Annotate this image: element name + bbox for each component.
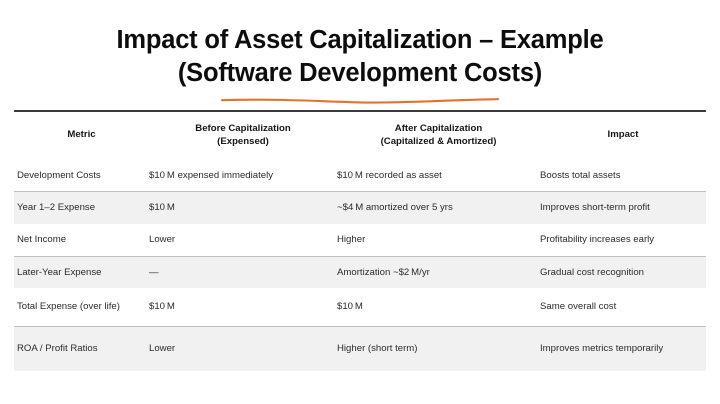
table-body: Development Costs $10 M expensed immedia… <box>14 160 706 371</box>
column-header-before-main: Before Capitalization <box>195 123 291 134</box>
cell-metric: Later-Year Expense <box>14 255 149 289</box>
cell-metric: Development Costs <box>17 169 101 181</box>
column-header-metric-main: Metric <box>67 129 96 141</box>
cell-before: $10 M <box>149 191 337 225</box>
cell-impact: Boosts total assets <box>540 169 621 181</box>
cell-after: Higher <box>337 234 366 246</box>
column-header-after-sub: (Capitalized & Amortized) <box>380 135 497 147</box>
table-row: ROA / Profit Ratios Lower Higher (short … <box>14 325 706 371</box>
column-header-before-sub: (Expensed) <box>217 135 269 147</box>
cell-impact: Gradual cost recognition <box>540 255 706 289</box>
cell-before: Lower <box>149 234 176 246</box>
cell-after: Higher (short term) <box>337 325 540 371</box>
cell-before: — <box>149 255 337 289</box>
cell-metric: Net Income <box>17 234 67 246</box>
cell-metric: Year 1–2 Expense <box>14 191 149 225</box>
comparison-table-wrapper: Metric Before Capitalization (Expensed) … <box>14 110 706 371</box>
orange-swoosh-icon <box>220 98 500 104</box>
cell-metric: Total Expense (over life) <box>17 301 120 313</box>
column-header-after-capitalization: After Capitalization (Capitalized & Amor… <box>337 112 540 160</box>
table-header-row: Metric Before Capitalization (Expensed) … <box>14 112 706 160</box>
column-header-after-main: After Capitalization <box>394 123 483 134</box>
cell-after: ~$4 M amortized over 5 yrs <box>337 191 540 225</box>
cell-impact: Same overall cost <box>540 301 617 313</box>
column-header-impact: Impact <box>540 112 706 160</box>
table-row: Year 1–2 Expense $10 M ~$4 M amortized o… <box>14 191 706 225</box>
page-title-line-1: Impact of Asset Capitalization – Example <box>116 26 604 54</box>
cell-impact: Profitability increases early <box>540 234 655 246</box>
page-title-line-2: (Software Development Costs) <box>177 58 543 87</box>
table-row: Total Expense (over life) $10 M $10 M Sa… <box>14 288 706 326</box>
cell-impact: Improves short-term profit <box>540 191 706 225</box>
column-header-metric: Metric <box>14 112 149 160</box>
column-header-impact-main: Impact <box>607 129 639 141</box>
cell-before: $10 M expensed immediately <box>149 169 274 181</box>
cell-after: Amortization ~$2 M/yr <box>337 255 540 289</box>
table-row: Development Costs $10 M expensed immedia… <box>14 160 706 192</box>
capitalization-comparison-table: Metric Before Capitalization (Expensed) … <box>14 112 706 371</box>
cell-before: Lower <box>149 325 337 371</box>
cell-after: $10 M recorded as asset <box>337 169 442 181</box>
table-top-rule <box>14 110 706 112</box>
table-row: Later-Year Expense — Amortization ~$2 M/… <box>14 255 706 289</box>
cell-after: $10 M <box>337 301 363 313</box>
table-header: Metric Before Capitalization (Expensed) … <box>14 112 706 160</box>
title-block: Impact of Asset Capitalization – Example… <box>0 0 720 108</box>
table-row: Net Income Lower Higher Profitability in… <box>14 224 706 256</box>
title-accent-underline <box>0 96 720 108</box>
column-header-before-capitalization: Before Capitalization (Expensed) <box>149 112 337 160</box>
cell-metric: ROA / Profit Ratios <box>14 325 149 371</box>
cell-impact: Improves metrics temporarily <box>540 325 706 371</box>
cell-before: $10 M <box>149 301 175 313</box>
